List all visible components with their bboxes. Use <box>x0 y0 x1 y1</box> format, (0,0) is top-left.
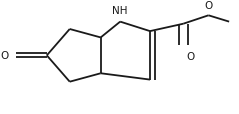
Text: O: O <box>204 1 213 11</box>
Text: O: O <box>186 52 194 62</box>
Text: O: O <box>1 51 9 61</box>
Text: NH: NH <box>112 6 128 16</box>
